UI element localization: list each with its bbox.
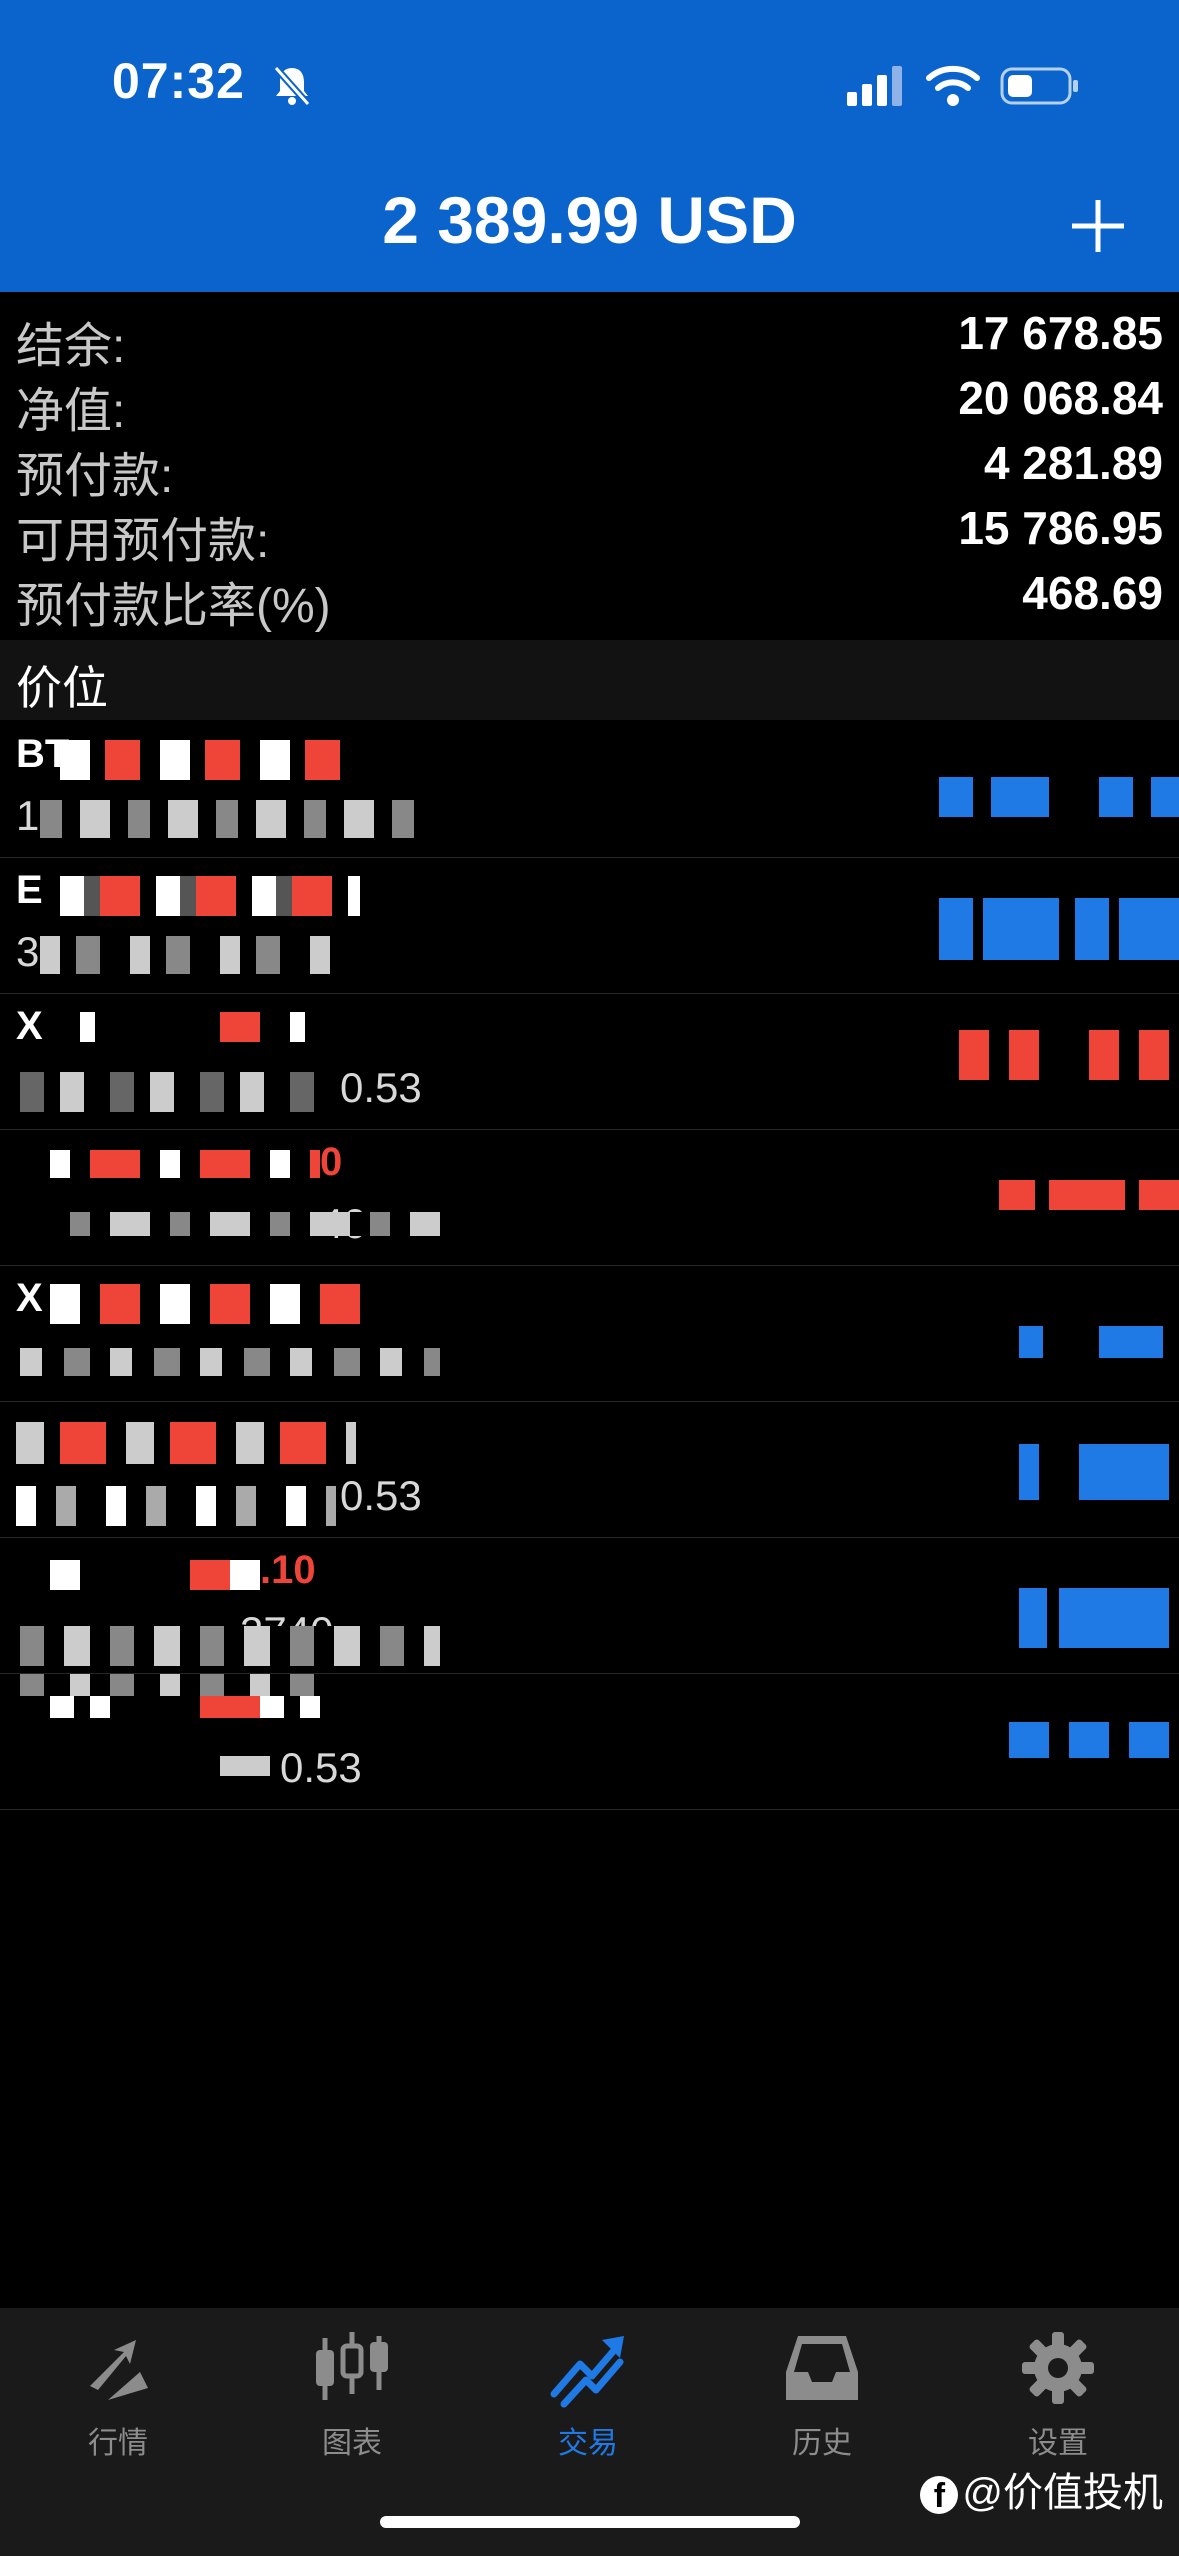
- position-row[interactable]: X 0.53: [0, 994, 1179, 1130]
- redacted-mosaic: [40, 800, 420, 838]
- position-row[interactable]: X: [0, 1266, 1179, 1402]
- position-symbol: X: [16, 1276, 43, 1320]
- account-balance-title: 2 389.99 USD: [382, 183, 797, 257]
- battery-icon: [1000, 67, 1078, 105]
- tab-label: 设置: [1028, 2427, 1088, 2460]
- redacted-mosaic: [16, 1422, 356, 1464]
- tab-history[interactable]: 历史: [722, 2328, 922, 2498]
- positions-section-header: 价位: [0, 640, 1179, 720]
- redacted-profit: [1019, 1444, 1169, 1500]
- tab-label: 行情: [88, 2427, 148, 2460]
- tab-trade[interactable]: 交易: [488, 2328, 688, 2498]
- summary-row-balance: 结余: 17 678.85: [0, 300, 1179, 373]
- summary-row-free-margin: 可用预付款: 15 786.95: [0, 495, 1179, 568]
- redacted-mosaic: [50, 1696, 340, 1718]
- summary-row-margin: 预付款: 4 281.89: [0, 430, 1179, 503]
- summary-value: 17 678.85: [958, 307, 1163, 359]
- quotes-arrows-icon: [90, 2340, 148, 2400]
- redacted-profit: [1019, 1326, 1179, 1358]
- redacted-mosaic: [20, 1348, 440, 1376]
- summary-value: 4 281.89: [983, 437, 1163, 489]
- summary-label: 可用预付款:: [16, 515, 270, 568]
- facebook-icon: f: [920, 2476, 959, 2515]
- position-row[interactable]: 0.53: [0, 1402, 1179, 1538]
- redacted-profit: [999, 1180, 1179, 1210]
- position-price: 3: [16, 928, 40, 975]
- position-row[interactable]: BT 1: [0, 722, 1179, 858]
- position-price: 0.53: [280, 1744, 362, 1791]
- redacted-profit: [959, 1030, 1179, 1080]
- tab-label: 图表: [322, 2427, 382, 2460]
- position-price: 0.53: [340, 1064, 422, 1111]
- position-price: 0.53: [340, 1472, 422, 1519]
- tab-charts[interactable]: 图表: [252, 2328, 452, 2498]
- redacted-mosaic: [16, 1486, 336, 1526]
- summary-value: 20 068.84: [958, 372, 1163, 424]
- tab-label: 历史: [792, 2427, 852, 2460]
- bottom-tab-bar: 行情 图表 交易 历史: [0, 2308, 1179, 2556]
- position-symbol: E: [16, 868, 43, 912]
- positions-list: BT 1 E 3 X 0.53 0 40 X 0.53: [0, 722, 1179, 1810]
- summary-row-margin-level: 预付款比率(%) 468.69: [0, 560, 1179, 633]
- summary-label: 预付款:: [16, 450, 174, 503]
- redacted-mosaic: [40, 936, 340, 974]
- app-header: 07:32 2 389.99 USD: [0, 0, 1179, 292]
- redacted-profit: [1019, 1588, 1169, 1648]
- watermark: f @价值投机: [920, 2460, 1163, 2518]
- wifi-icon: [926, 65, 980, 106]
- redacted-mosaic: [20, 1674, 340, 1696]
- position-symbol: X: [16, 1004, 43, 1048]
- position-row[interactable]: E 3: [0, 858, 1179, 994]
- candlestick-chart-icon: [316, 2332, 388, 2400]
- position-row[interactable]: 0.53: [0, 1674, 1179, 1810]
- summary-row-equity: 净值: 20 068.84: [0, 365, 1179, 438]
- tab-settings[interactable]: 设置: [958, 2328, 1158, 2498]
- redacted-profit: [939, 898, 1179, 960]
- redacted-mosaic: [50, 1012, 350, 1042]
- redacted-mosaic: [50, 1560, 260, 1590]
- cellular-signal-icon: [847, 66, 902, 106]
- tab-quotes[interactable]: 行情: [18, 2328, 218, 2498]
- redacted-mosaic: [20, 1072, 330, 1112]
- summary-label: 净值:: [16, 385, 126, 438]
- bell-slash-icon: [273, 65, 311, 107]
- account-summary: 结余: 17 678.85 净值: 20 068.84 预付款: 4 281.8…: [0, 300, 1179, 633]
- redacted-mosaic: [50, 1284, 370, 1324]
- gear-icon: [1022, 2332, 1094, 2404]
- position-side: .10: [260, 1548, 316, 1592]
- plus-icon[interactable]: [1068, 196, 1128, 256]
- redacted-mosaic: [50, 1150, 320, 1178]
- redacted-profit: [939, 777, 1179, 817]
- redacted-mosaic: [60, 876, 360, 916]
- redacted-mosaic: [20, 1626, 440, 1666]
- position-row[interactable]: .10 3740: [0, 1538, 1179, 1674]
- history-inbox-icon: [786, 2336, 858, 2400]
- summary-value: 15 786.95: [958, 502, 1163, 554]
- summary-label: 预付款比率(%): [16, 580, 331, 633]
- redacted-mosaic: [70, 1212, 440, 1236]
- position-price: 1: [16, 792, 40, 839]
- watermark-text: @价值投机: [962, 2471, 1163, 2515]
- position-row[interactable]: 0 40: [0, 1130, 1179, 1266]
- trade-trend-icon: [550, 2336, 624, 2408]
- redacted-mosaic: [20, 1756, 270, 1776]
- section-title: 价位: [16, 662, 108, 714]
- redacted-profit: [1009, 1722, 1169, 1758]
- tab-label: 交易: [558, 2427, 618, 2460]
- summary-label: 结余:: [16, 320, 126, 373]
- home-indicator[interactable]: [380, 2516, 800, 2528]
- summary-value: 468.69: [1022, 567, 1163, 619]
- status-time: 07:32: [112, 53, 245, 109]
- redacted-mosaic: [60, 740, 360, 780]
- position-side: 0: [320, 1140, 343, 1184]
